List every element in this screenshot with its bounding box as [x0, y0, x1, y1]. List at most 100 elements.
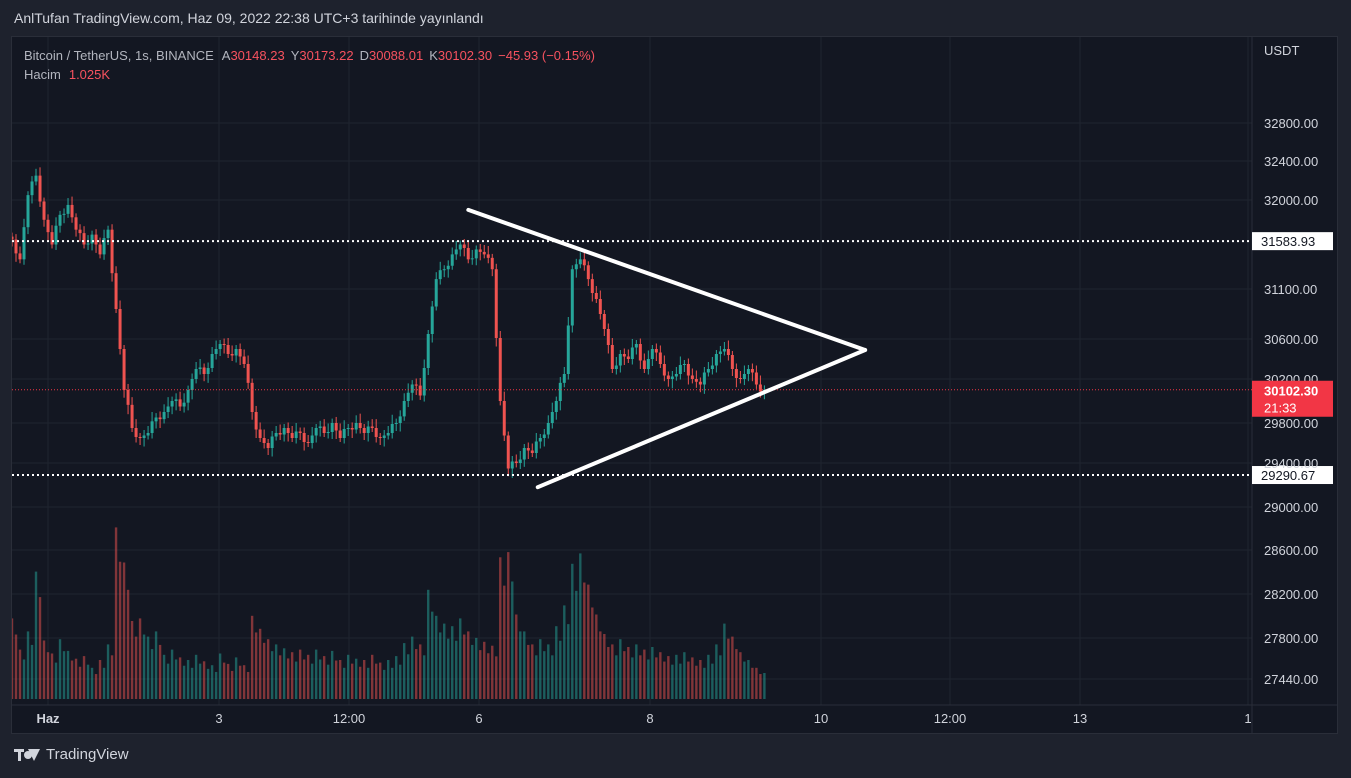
candle-body [730, 355, 734, 369]
volume-bar [631, 657, 634, 699]
volume-bar [587, 584, 590, 699]
candle-body [518, 459, 522, 463]
candle-body [566, 325, 570, 374]
candle-body [366, 426, 370, 433]
volume-bar [615, 655, 618, 699]
chart-panel[interactable]: 31583.93 29290.67 27440.00 27800.00 28200.00… [11, 36, 1338, 734]
volume-bar [334, 660, 338, 699]
candle-body [214, 349, 218, 354]
volume-bar [190, 667, 194, 699]
volume-bar [739, 652, 742, 699]
volume-bar [487, 653, 490, 699]
candle-body [242, 356, 246, 364]
candle-body [222, 344, 226, 345]
volume-label[interactable]: Hacim [24, 67, 61, 82]
candle-body [754, 372, 758, 385]
candle-body [394, 423, 398, 424]
tradingview-logo-icon [14, 747, 40, 763]
volume-bar [647, 659, 650, 699]
volume-bar [503, 585, 506, 699]
candle-body [210, 354, 214, 368]
volume-bar [322, 656, 326, 699]
volume-bar [266, 639, 270, 699]
volume-bar [138, 618, 142, 699]
candle-body [278, 433, 282, 435]
candle-body [414, 384, 418, 386]
volume-bar [298, 649, 302, 699]
candle-body [286, 428, 290, 433]
candle-body [230, 354, 234, 356]
open-label: A [221, 48, 231, 63]
candle-body [462, 244, 466, 248]
candle-body [442, 269, 446, 271]
volume-bar [206, 668, 210, 699]
candle-body [110, 229, 114, 274]
candle-body [750, 369, 754, 373]
low-value: 30088.01 [368, 48, 424, 63]
candle-body [386, 433, 390, 436]
volume-bar [358, 666, 362, 699]
volume-bar [571, 563, 574, 699]
candle-body [298, 431, 302, 433]
volume-bar [214, 671, 218, 699]
volume-bar [174, 659, 178, 699]
candle-body [586, 265, 590, 280]
candle-body [526, 448, 530, 451]
candle-body [574, 264, 578, 270]
symbol-name[interactable]: Bitcoin / TetherUS, 1s, BINANCE [24, 48, 214, 63]
volume-bar [350, 663, 354, 699]
candle-body [546, 423, 550, 435]
volume-bar [318, 659, 322, 699]
last-price-label: 30102.30 [1264, 384, 1318, 399]
volume-bar [551, 655, 554, 699]
candle-body [618, 354, 622, 366]
candle-body [146, 433, 150, 436]
volume-bar [274, 644, 278, 699]
candle-body [698, 381, 702, 385]
candle-body [478, 249, 482, 252]
volume-bar [154, 631, 158, 699]
candle-body [34, 175, 38, 182]
candle-body [334, 423, 338, 431]
candle-body [202, 367, 206, 374]
volume-bar [42, 640, 46, 699]
volume-bar [499, 557, 502, 699]
volume-bar [491, 645, 494, 699]
candle-body [174, 399, 178, 401]
volume-bar [106, 644, 110, 699]
volume-bar [18, 649, 22, 699]
y-tick-label: 29400.00 [1264, 456, 1318, 471]
volume-bar [691, 657, 694, 699]
volume-bar [719, 655, 722, 699]
candle-body [382, 435, 386, 438]
price-level-label-1: 29290.67 [1261, 468, 1315, 483]
volume-bar [46, 652, 50, 699]
price-level-label-0: 31583.93 [1261, 234, 1315, 249]
x-tick-label: 10 [814, 711, 828, 726]
candle-body [218, 344, 222, 349]
candle-body [262, 438, 266, 443]
volume-bar [467, 631, 470, 699]
volume-bar [423, 655, 426, 699]
footer-brand[interactable]: TradingView [14, 746, 129, 763]
candle-body [646, 359, 650, 369]
volume-bar [230, 670, 234, 699]
volume-bar [94, 674, 98, 699]
volume-bar [290, 652, 294, 699]
volume-bar [743, 661, 746, 699]
volume-bar [278, 655, 282, 699]
volume-bar [435, 615, 438, 699]
candle-body [46, 219, 50, 233]
trendline-0 [466, 207, 868, 352]
volume-bar [378, 662, 382, 699]
candle-body [434, 279, 438, 307]
candle-body [150, 421, 154, 433]
candlestick-chart[interactable]: 31583.93 29290.67 27440.00 27800.00 28200.00… [12, 37, 1338, 734]
volume-bar [643, 649, 646, 699]
candle-body [430, 306, 434, 334]
candle-body [410, 384, 414, 393]
candle-body [606, 329, 610, 345]
volume-bar [222, 662, 226, 699]
volume-bar [370, 654, 374, 699]
candle-body [582, 259, 586, 266]
